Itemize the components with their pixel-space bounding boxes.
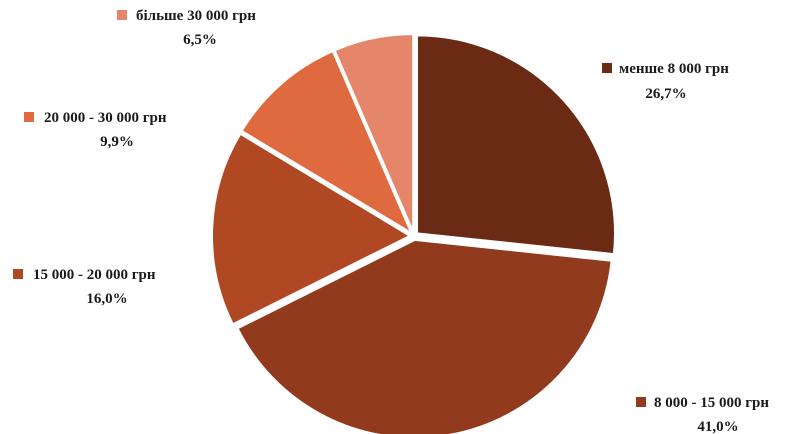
slice-label-3: 20 000 - 30 000 грн: [44, 110, 167, 126]
legend-item-slice-1: 8 000 - 15 000 грн 41,0%: [636, 395, 769, 434]
legend-marker-slice-1: [636, 397, 646, 407]
legend-item-slice-0: менше 8 000 грн 26,7%: [602, 61, 729, 102]
slice-label-1: 8 000 - 15 000 грн: [654, 395, 769, 411]
slice-value-label-2: 16,0%: [86, 291, 127, 307]
pie-labels: менше 8 000 грн 26,7% 8 000 - 15 000 грн…: [13, 8, 769, 434]
pie-slice-3: [240, 49, 414, 236]
legend-marker-slice-4: [117, 10, 127, 20]
slice-value-label-3: 9,9%: [100, 134, 134, 150]
legend-marker-slice-3: [24, 112, 34, 122]
slice-label-4: більше 30 000 грн: [136, 8, 256, 24]
pie-slice-1: [236, 238, 613, 434]
slice-label-0: менше 8 000 грн: [619, 61, 729, 77]
slice-value-label-4: 6,5%: [183, 32, 217, 48]
legend-item-slice-2: 15 000 - 20 000 грн 16,0%: [13, 267, 156, 307]
pie-slice-0: [415, 34, 616, 256]
slice-value-label-0: 26,7%: [645, 86, 686, 102]
pie-slice-2: [211, 132, 413, 326]
slice-value-label-1: 41,0%: [697, 419, 738, 434]
legend-marker-slice-2: [13, 269, 23, 279]
legend-item-slice-3: 20 000 - 30 000 грн 9,9%: [24, 110, 167, 150]
legend-marker-slice-0: [602, 63, 612, 73]
pie-slice-4: [333, 33, 415, 233]
slice-label-2: 15 000 - 20 000 грн: [33, 267, 156, 283]
pie-slices: [211, 33, 616, 434]
legend-item-slice-4: більше 30 000 грн 6,5%: [117, 8, 256, 48]
